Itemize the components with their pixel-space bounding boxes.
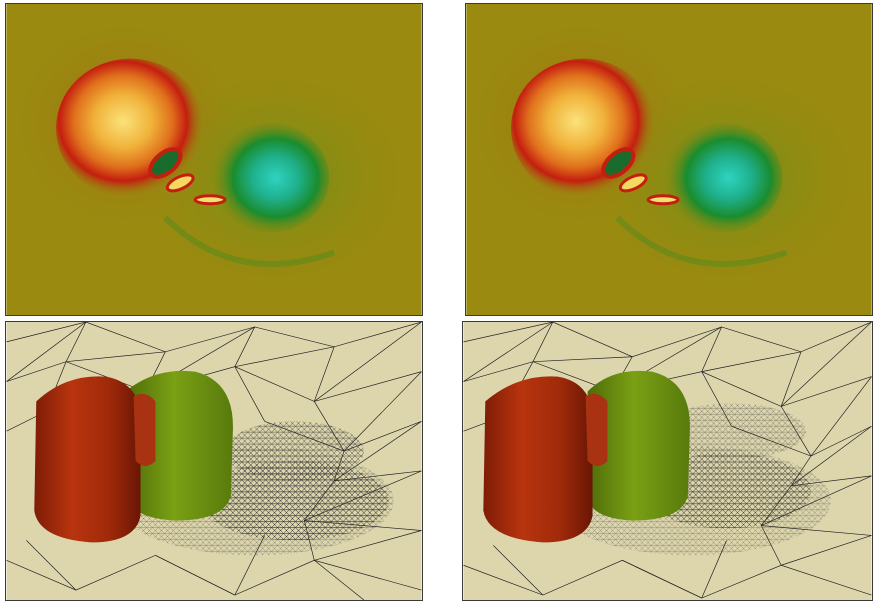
cool-core [663,123,783,233]
field-plot-top-left [6,4,422,315]
refined-mesh-region [657,403,807,460]
swirl-arm [615,215,788,267]
swirl-arm [163,215,336,267]
vortex-filament [646,194,680,206]
field-panel-top-right [465,3,873,316]
green-isosurface [587,370,690,521]
vortex-filament [165,173,195,193]
coarse-mesh [463,322,872,599]
mesh-plot-bottom-right [463,322,872,600]
vortex-filament [148,147,183,179]
mesh-panel-bottom-left [5,321,423,601]
inner-vortex-tube [133,393,156,466]
red-isosurface [483,376,593,543]
vortex-filament [618,173,648,193]
mesh-plot-bottom-left [6,322,422,600]
field-plot-top-right [466,4,872,315]
cool-core [210,123,330,233]
red-isosurface [34,376,141,543]
vortex-filament [601,147,636,179]
vortex-filament [193,194,227,206]
inner-vortex-tube [585,393,608,466]
field-panel-top-left [5,3,423,316]
mesh-panel-bottom-right [462,321,873,601]
